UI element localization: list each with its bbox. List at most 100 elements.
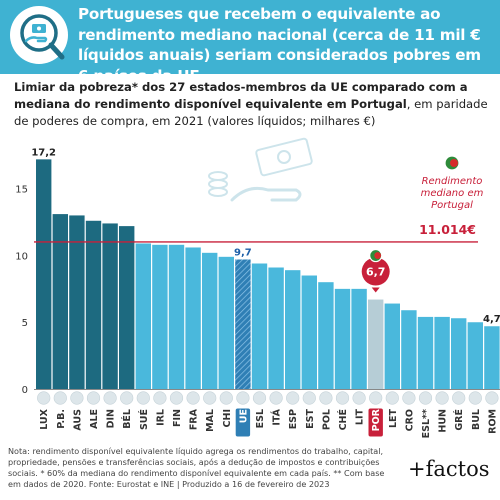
flag-icon-fin (169, 391, 184, 405)
brand-logo: +factos (408, 457, 490, 481)
bar-esp (285, 270, 301, 389)
chart-subtitle: Limiar da pobreza* dos 27 estados-membro… (14, 79, 490, 130)
x-tick-highlight-por (368, 408, 383, 437)
flag-icon-fra (186, 391, 200, 405)
page-title: Portugueses que recebem o equivalente ao… (78, 5, 481, 85)
bar-bul (467, 322, 483, 389)
x-tick-label: IRL (155, 409, 166, 426)
flag-icon-esl (252, 391, 267, 405)
bar-itá (268, 267, 284, 389)
data-label-ue: 9,7 (234, 247, 252, 258)
bar-est (301, 275, 317, 389)
x-tick-label: LIT (355, 408, 366, 425)
bar-lit (351, 288, 367, 389)
bar-aus (69, 215, 85, 389)
x-tick-label: FRA (189, 408, 200, 430)
reference-line-label: mediano em (421, 188, 484, 199)
y-tick-label: 0 (22, 385, 28, 396)
flag-icon-pol (319, 391, 333, 405)
x-tick-label: ESL** (421, 409, 432, 438)
footnote: Nota: rendimento disponível equivalente … (8, 446, 385, 489)
x-tick-label: DIN (106, 409, 117, 428)
x-tick-label: SUÉ (138, 409, 150, 430)
flag-icon-din (103, 391, 117, 405)
bar-por (368, 299, 384, 389)
bar-gré (451, 318, 467, 389)
flag-icon-lit (352, 391, 366, 405)
bar-mal (202, 252, 218, 389)
x-tick-highlight-ue (235, 408, 251, 437)
x-tick-label: CHI (222, 409, 233, 427)
money-hand-illustration (208, 137, 313, 202)
badge-pointer (371, 287, 380, 293)
bar-let (384, 303, 400, 389)
bar-hun (434, 316, 450, 389)
x-tick-label: GRÉ (453, 409, 465, 431)
bar-esl (251, 263, 268, 389)
flag-icon-por (369, 391, 383, 405)
bar-esl** (417, 316, 434, 389)
data-label-por: 6,7 (366, 266, 386, 279)
data-label-rom: 4,7 (483, 314, 500, 325)
bar-ché (334, 288, 351, 389)
flag-icon-irl (153, 391, 167, 405)
x-tick-label: POL (321, 409, 332, 430)
flag-icon-bél (120, 391, 134, 405)
bar-ue (235, 259, 251, 389)
portugal-value-badge (361, 257, 390, 286)
header-banner: Portugueses que recebem o equivalente ao… (0, 0, 500, 85)
bar-ale (85, 220, 102, 389)
bar-rom (484, 326, 500, 389)
flag-icon-esp (286, 391, 300, 405)
flag-icon-itá (269, 391, 283, 405)
x-tick-label: HUN (438, 409, 449, 433)
y-tick-label: 10 (15, 251, 28, 262)
flag-icon-p.b. (53, 391, 67, 405)
x-tick-label: P.B. (56, 409, 67, 429)
flag-icon-cro (402, 391, 416, 405)
bar-irl (152, 244, 168, 389)
x-tick-label: UE (238, 409, 249, 423)
x-tick-label: ITÁ (271, 408, 283, 425)
x-tick-label: ROM (487, 409, 498, 434)
bar-chi (218, 256, 234, 389)
bar-lux (36, 159, 52, 389)
flag-icon-gré (452, 391, 466, 405)
reference-line-label: Portugal (431, 200, 473, 211)
x-tick-label: POR (371, 408, 382, 431)
flag-icon-ale (86, 391, 101, 405)
flag-icon-let (385, 391, 399, 405)
x-tick-label: LUX (39, 408, 50, 429)
poverty-threshold-chart: 0 5 10 15 17,2 9,7 6,7 4,7 LUX P.B. AUS ALE DIN BÉL… (15, 137, 500, 438)
flag-icon-est (302, 391, 316, 405)
income-search-icon (10, 6, 68, 64)
x-tick-label: ESL (255, 409, 266, 428)
flag-icon-bul (468, 391, 482, 405)
x-tick-label: ALE (89, 409, 100, 429)
x-tick-label: EST (305, 408, 316, 428)
y-tick-label: 5 (22, 318, 28, 329)
x-tick-label: ESP (288, 409, 299, 429)
flag-icon-ché (335, 391, 350, 405)
flag-icon-esl** (418, 391, 433, 405)
bar-bél (119, 226, 135, 389)
portugal-flag-red-ref (450, 159, 458, 167)
x-tick-label: CHÉ (337, 409, 349, 430)
flag-icon-sué (136, 391, 150, 405)
x-tick-label: AUS (72, 409, 83, 431)
subtitle-bold: Limiar da pobreza* dos 27 estados-membro… (14, 80, 468, 111)
x-tick-label: BUL (471, 409, 482, 430)
reference-line-label: Rendimento (422, 176, 483, 187)
x-tick-label: MAL (205, 409, 216, 432)
x-tick-label: LET (388, 408, 399, 428)
flag-icon-mal (203, 391, 217, 405)
bar-fin (168, 244, 185, 389)
flag-icon-chi (219, 391, 233, 405)
bar-p.b. (52, 214, 68, 389)
flag-icon-ue (236, 391, 250, 405)
bar-cro (401, 310, 417, 389)
flag-icon-rom (485, 391, 499, 405)
flag-icon-hun (435, 391, 449, 405)
flag-icon-aus (70, 391, 84, 405)
portugal-flag-red (374, 252, 382, 259)
